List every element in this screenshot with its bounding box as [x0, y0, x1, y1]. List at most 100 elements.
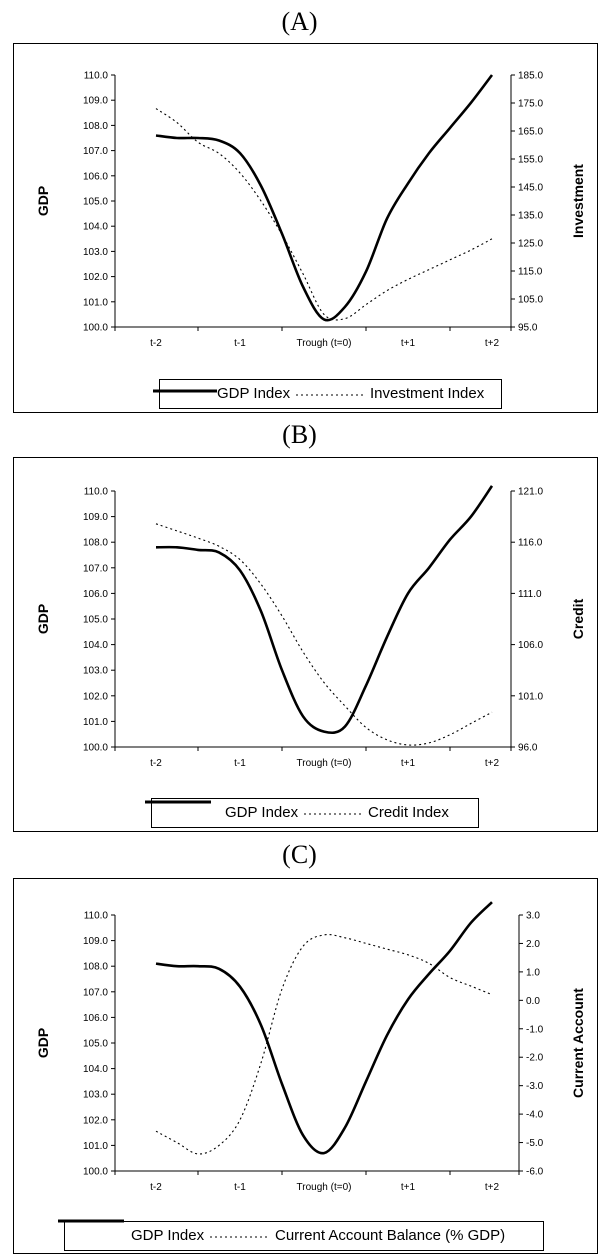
x-tick-label: t-2: [150, 758, 162, 769]
left-tick-label: 106.0: [83, 171, 108, 182]
chart-a: 100.0 101.0 102.0 103.0 104.0 105.0 106.0 107.0…: [13, 43, 598, 413]
x-tick-label: t-1: [234, 338, 246, 349]
left-tick-label: 108.0: [83, 538, 108, 549]
left-tick-label: 104.0: [83, 640, 108, 651]
right-tick-label: -1.0: [526, 1024, 544, 1035]
legend-c-gdp-label: GDP Index: [131, 1222, 204, 1250]
left-tick-label: 103.0: [83, 1090, 108, 1101]
legend-c-gdp-swatch: [52, 1218, 142, 1248]
panel-b-letter: (B): [0, 420, 599, 450]
right-tick-label: 96.0: [518, 743, 538, 754]
right-axis-title: Current Account: [570, 988, 586, 1098]
left-tick-label: 100.0: [83, 1167, 108, 1178]
right-tick-label: 111.0: [518, 589, 542, 600]
legend-b-credit-label: Credit Index: [368, 799, 449, 827]
chart-c: 100.0 101.0 102.0 103.0 104.0 105.0 106.0 107.0…: [13, 878, 598, 1254]
x-tick-label: Trough (t=0): [297, 338, 352, 349]
left-tick-label: 107.0: [83, 987, 108, 998]
legend-a-gdp-label: GDP Index: [217, 380, 290, 408]
left-tick-label: 100.0: [83, 743, 108, 754]
left-tick-label: 110.0: [84, 911, 109, 922]
x-tick-label: t+1: [401, 338, 416, 349]
right-tick-label: 116.0: [518, 538, 543, 549]
legend-c-ca-label: Current Account Balance (% GDP): [275, 1222, 505, 1250]
panel-a-letter: (A): [0, 7, 599, 37]
chart-a-gdp-series-line: [156, 75, 492, 320]
right-tick-label: 145.0: [518, 183, 543, 194]
x-tick-label: Trough (t=0): [297, 758, 352, 769]
chart-c-legend: GDP Index Current Account Balance (% GDP…: [64, 1221, 544, 1251]
right-tick-label: 155.0: [518, 155, 543, 166]
right-tick-label: -3.0: [526, 1081, 544, 1092]
legend-b-gdp-swatch: [139, 799, 229, 829]
right-tick-label: -6.0: [526, 1167, 544, 1178]
chart-b-plot: 100.0 101.0 102.0 103.0 104.0 105.0 106.0 107.0…: [14, 458, 599, 833]
right-tick-label: -4.0: [526, 1110, 544, 1121]
x-tick-label: t-2: [150, 338, 162, 349]
left-axis-title: GDP: [35, 604, 51, 634]
right-tick-label: -2.0: [526, 1053, 544, 1064]
left-tick-label: 100.0: [83, 323, 108, 334]
legend-b-gdp-label: GDP Index: [225, 799, 298, 827]
right-tick-label: 95.0: [518, 323, 538, 334]
left-tick-label: 105.0: [83, 197, 108, 208]
right-axis-title: Investment: [570, 164, 586, 238]
left-tick-label: 101.0: [83, 297, 108, 308]
left-tick-label: 109.0: [83, 96, 108, 107]
left-tick-label: 102.0: [83, 272, 108, 283]
right-tick-label: 185.0: [518, 71, 543, 82]
chart-a-secondary-series-line: [156, 109, 492, 320]
left-tick-label: 105.0: [83, 1039, 108, 1050]
left-tick-label: 101.0: [83, 1141, 108, 1152]
x-tick-label: t+2: [485, 1182, 500, 1193]
right-tick-label: 105.0: [518, 295, 543, 306]
left-tick-label: 103.0: [83, 666, 108, 677]
left-tick-label: 108.0: [83, 962, 108, 973]
left-tick-label: 103.0: [83, 247, 108, 258]
x-tick-label: t+1: [401, 758, 416, 769]
x-tick-label: t+2: [485, 338, 500, 349]
left-tick-label: 101.0: [83, 717, 108, 728]
left-tick-label: 107.0: [83, 146, 108, 157]
left-tick-label: 102.0: [83, 1115, 108, 1126]
right-tick-label: 1.0: [526, 967, 540, 978]
chart-a-plot: 100.0 101.0 102.0 103.0 104.0 105.0 106.0 107.0…: [14, 44, 599, 414]
right-tick-label: 106.0: [518, 640, 543, 651]
right-tick-label: 115.0: [518, 267, 543, 278]
right-tick-label: 2.0: [526, 939, 540, 950]
left-tick-label: 109.0: [83, 936, 108, 947]
left-axis-title: GDP: [35, 1028, 51, 1058]
legend-a-investment-swatch: [292, 380, 372, 410]
chart-c-gdp-series-line: [156, 902, 492, 1153]
right-tick-label: 121.0: [518, 487, 543, 498]
right-tick-label: -5.0: [526, 1138, 544, 1149]
right-tick-label: 0.0: [526, 996, 540, 1007]
right-tick-label: 3.0: [526, 911, 540, 922]
left-tick-label: 109.0: [83, 512, 108, 523]
left-tick-label: 106.0: [83, 1013, 108, 1024]
left-tick-label: 106.0: [83, 589, 108, 600]
right-tick-label: 175.0: [518, 99, 543, 110]
chart-a-legend: GDP Index Investment Index: [159, 379, 502, 409]
left-tick-label: 108.0: [83, 121, 108, 132]
chart-b: 100.0 101.0 102.0 103.0 104.0 105.0 106.0 107.0…: [13, 457, 598, 832]
x-tick-label: Trough (t=0): [297, 1182, 352, 1193]
right-tick-label: 165.0: [518, 127, 543, 138]
left-tick-label: 107.0: [83, 563, 108, 574]
right-axis-title: Credit: [570, 598, 586, 639]
panel-c-letter: (C): [0, 840, 599, 870]
left-tick-label: 110.0: [84, 71, 109, 82]
chart-b-gdp-series-line: [156, 486, 492, 733]
legend-a-investment-label: Investment Index: [370, 380, 484, 408]
x-tick-label: t+1: [401, 1182, 416, 1193]
left-axis-title: GDP: [35, 186, 51, 216]
right-tick-label: 135.0: [518, 211, 543, 222]
x-tick-label: t+2: [485, 758, 500, 769]
x-tick-label: t-1: [234, 758, 246, 769]
right-tick-label: 101.0: [518, 691, 543, 702]
left-tick-label: 105.0: [83, 615, 108, 626]
chart-b-secondary-series-line: [156, 524, 492, 745]
x-tick-label: t-1: [234, 1182, 246, 1193]
right-tick-label: 125.0: [518, 239, 543, 250]
chart-c-plot: 100.0 101.0 102.0 103.0 104.0 105.0 106.0 107.0…: [14, 879, 599, 1255]
